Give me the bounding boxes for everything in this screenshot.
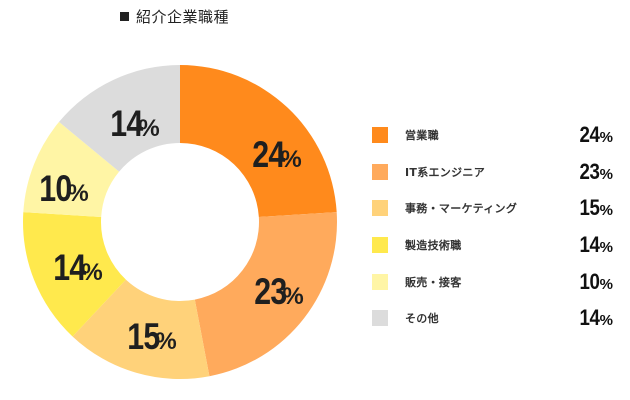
slice-percent-label: 15% bbox=[127, 316, 176, 357]
legend-label: その他 bbox=[405, 312, 439, 326]
legend-swatch bbox=[372, 127, 388, 144]
legend-item: その他 14% bbox=[372, 300, 617, 337]
slice-percent-label: 14% bbox=[53, 247, 102, 288]
chart-title: 紹介企業職種 bbox=[120, 6, 229, 27]
legend-value: 23% bbox=[579, 158, 613, 184]
legend-swatch bbox=[372, 273, 388, 290]
legend-item: IT系エンジニア 23% bbox=[372, 154, 617, 191]
legend-value: 15% bbox=[579, 195, 613, 221]
legend-swatch bbox=[372, 163, 388, 180]
legend-item: 製造技術職 14% bbox=[372, 227, 617, 264]
donut-slice bbox=[72, 279, 210, 379]
chart-title-text: 紹介企業職種 bbox=[136, 8, 230, 26]
legend-label: 事務・マーケティング bbox=[405, 202, 518, 216]
legend-value: 14% bbox=[579, 305, 613, 331]
legend-swatch bbox=[372, 200, 388, 217]
legend-item: 事務・マーケティング 15% bbox=[372, 190, 617, 227]
donut-slice bbox=[180, 65, 337, 218]
legend-value: 10% bbox=[579, 268, 613, 294]
legend-swatch bbox=[372, 237, 388, 254]
legend-value: 14% bbox=[579, 232, 613, 258]
legend: 営業職 24% IT系エンジニア 23% 事務・マーケティング 15% 製造技術… bbox=[372, 117, 617, 337]
legend-label: IT系エンジニア bbox=[405, 165, 485, 179]
legend-value: 24% bbox=[579, 122, 613, 148]
slice-percent-label: 10% bbox=[39, 168, 88, 209]
slice-percent-label: 14% bbox=[110, 103, 159, 144]
donut-slice bbox=[22, 212, 126, 337]
legend-label: 営業職 bbox=[405, 129, 439, 143]
donut-slice bbox=[194, 212, 337, 377]
slice-percent-label: 23% bbox=[254, 271, 303, 312]
legend-item: 販売・接客 10% bbox=[372, 263, 617, 300]
legend-label: 販売・接客 bbox=[405, 275, 462, 289]
slice-percent-label: 24% bbox=[252, 134, 301, 175]
donut-slice bbox=[59, 65, 181, 172]
donut-slice bbox=[23, 121, 120, 218]
black-square-icon bbox=[120, 12, 129, 21]
legend-label: 製造技術職 bbox=[405, 239, 462, 253]
legend-swatch bbox=[372, 310, 388, 327]
legend-item: 営業職 24% bbox=[372, 117, 617, 154]
